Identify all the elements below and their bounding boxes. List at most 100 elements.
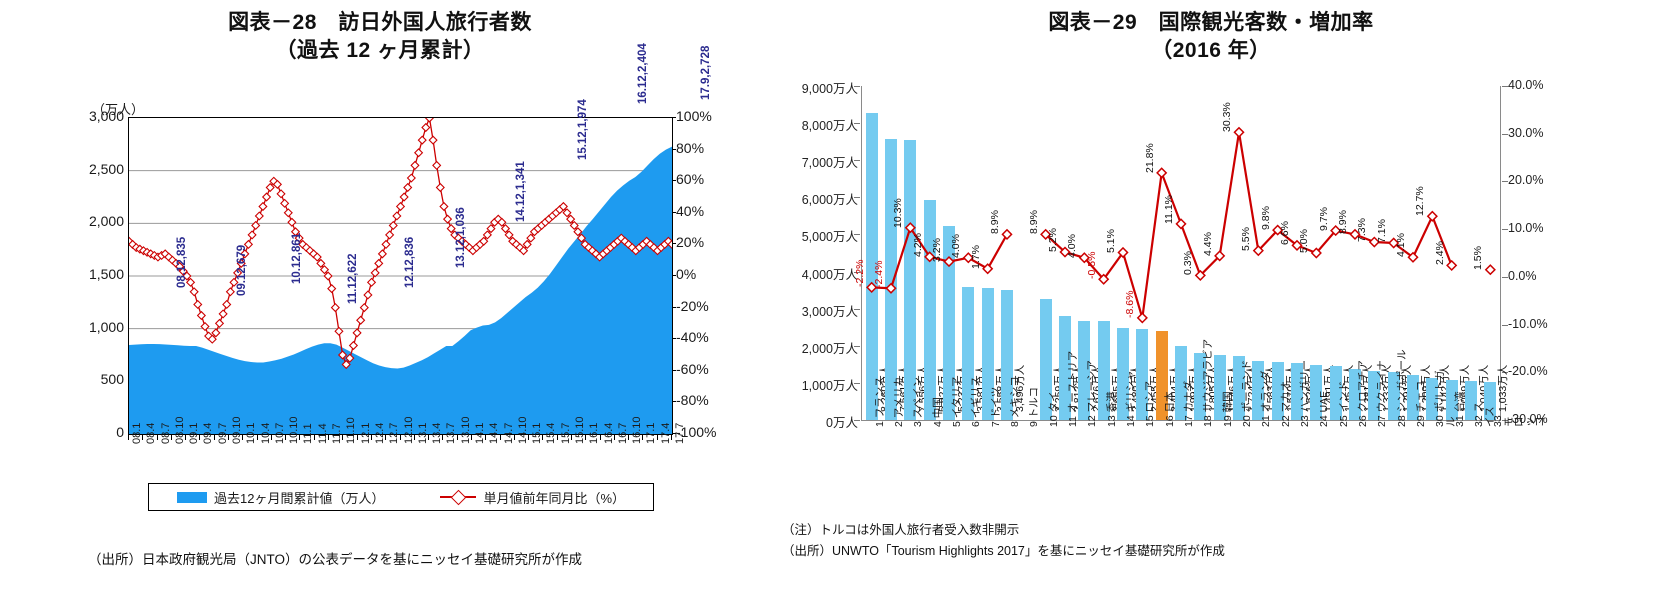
right-secondary-y-tick-label: 0.0% <box>1508 268 1537 283</box>
axis-tick <box>1502 276 1508 278</box>
left-legend: 過去12ヶ月間累計値（万人） 単月値前年同月比（%） <box>148 483 654 511</box>
axis-tick <box>528 434 530 440</box>
figure-29-title-line2: （2016 年） <box>1151 38 1271 62</box>
right-y-tick-label: 9,000万人 <box>801 82 858 96</box>
left-data-annotation: 10.12,861 <box>291 232 303 284</box>
bar <box>923 200 936 420</box>
percent-value-label: 3.2% <box>931 237 943 262</box>
percent-value-label: 5.2% <box>1047 228 1059 253</box>
axis-tick <box>854 234 860 236</box>
percent-value-label: 4.2% <box>911 232 924 257</box>
right-x-tick-label: 27 ウクライナ <box>1376 360 1389 427</box>
percent-value-label: 10.3% <box>892 197 905 228</box>
axis-tick <box>854 308 860 310</box>
bar <box>943 225 955 420</box>
right-secondary-y-tick-label: 20.0% <box>1508 173 1544 188</box>
right-y-tick-label: 1,000万人 <box>801 378 858 393</box>
left-y-tick-label: 0 <box>116 424 124 440</box>
right-line-overlay-svg <box>866 126 1496 324</box>
axis-tick <box>128 434 129 440</box>
left-x-tick-label: 09.7 <box>216 422 229 444</box>
left-data-annotation: 08.12,835 <box>176 236 188 288</box>
right-secondary-y-tick-label: 40.0% <box>1508 78 1544 92</box>
right-x-tick-label: 18 サウジアラビア <box>1202 338 1215 427</box>
left-x-tick-label: 15.1 <box>531 422 544 444</box>
axis-tick <box>642 434 644 440</box>
bar <box>1213 355 1226 420</box>
left-chart-svg <box>124 113 677 434</box>
axis-tick <box>299 434 301 440</box>
percent-value-label: -2.4% <box>873 260 885 289</box>
left-data-annotation: 17.9,2,728 <box>700 45 712 100</box>
right-note-1: （注）トルコは外国人旅行者受入数非開示 <box>782 523 1020 537</box>
axis-tick <box>854 382 860 384</box>
left-data-annotation: 16.12,2,404 <box>637 43 649 104</box>
axis-tick <box>185 434 187 440</box>
right-x-tick-label: 26 クロアチア <box>1357 360 1369 427</box>
left-x-tick-label: 14.1 <box>473 422 486 444</box>
percent-value-label: 1.7% <box>969 244 982 269</box>
bar <box>1387 372 1400 420</box>
percent-value-label: 5.0% <box>1298 229 1311 253</box>
bar <box>1059 315 1071 420</box>
percent-value-label: 4.1% <box>1395 233 1407 258</box>
percent-value-label: 2.4% <box>1433 241 1446 266</box>
axis-tick <box>370 434 372 440</box>
right-x-tick-label: 4 中国 <box>931 397 944 427</box>
percent-value-label: 9.8% <box>1259 206 1272 231</box>
left-x-tick-label: 15.7 <box>559 422 572 444</box>
axis-tick <box>1502 229 1508 231</box>
left-y-tick-label: 500 <box>100 371 124 388</box>
axis-tick <box>385 434 387 440</box>
figure-29-title-line1: 図表－29 国際観光客数・増加率 <box>1048 11 1374 34</box>
percent-value-label: 1.5% <box>1472 245 1485 270</box>
percent-value-label: 6.6% <box>1279 221 1291 246</box>
right-y-tick-label: 8,000万人 <box>801 119 858 134</box>
left-x-tick-label: 10.10 <box>288 416 301 444</box>
left-x-tick-label: 11.7 <box>331 423 344 444</box>
axis-tick <box>142 434 144 440</box>
right-x-tick-label: 9 トルコ <box>1028 386 1041 427</box>
right-x-tick-label: 31 台湾 <box>1453 391 1466 427</box>
right-x-tick-label: 19 韓国 <box>1221 391 1234 427</box>
left-secondary-y-tick-label: -40% <box>676 329 709 346</box>
axis-tick <box>285 434 287 440</box>
percent-value-label: 8.9% <box>989 210 1001 235</box>
bar <box>1310 364 1323 420</box>
percent-value-label: 21.8% <box>1143 143 1156 173</box>
axis-tick <box>854 271 860 273</box>
right-x-tick-label: 6 イギリス <box>970 376 983 427</box>
percent-value-label: 5.1% <box>1105 228 1117 253</box>
axis-tick <box>199 434 201 440</box>
right-x-tick-label: 16 日本 <box>1163 391 1176 427</box>
percent-value-label: 4.0% <box>950 233 963 258</box>
right-x-tick-label: 15 ロシア <box>1144 380 1157 427</box>
right-x-tick-label: 13 香港 <box>1105 391 1118 427</box>
percent-value-label: 8.9% <box>1337 210 1349 235</box>
figure-28-title-line1: 図表－28 訪日外国人旅行者数 <box>228 11 532 34</box>
axis-tick <box>342 434 344 440</box>
bar <box>1097 321 1110 420</box>
percent-value-label: 4.4% <box>1201 231 1214 256</box>
right-x-tick-label: 10 タイ <box>1047 391 1060 427</box>
percent-value-label: 7.3% <box>1356 218 1369 243</box>
percent-value-label: -2.2% <box>853 259 866 288</box>
bar <box>1252 361 1265 420</box>
right-x-tick-label: 23 ハンガリー <box>1299 359 1311 427</box>
right-x-tick-label: 20 ポーランド <box>1241 359 1253 427</box>
right-x-tick-label: 28 シンガポール <box>1395 349 1408 427</box>
percent-value-label: 7.1% <box>1375 219 1388 243</box>
bar <box>1291 363 1303 420</box>
axis-tick <box>170 434 172 440</box>
left-x-tick-label: 11.1 <box>302 423 315 444</box>
left-x-tick-label: 11.10 <box>345 417 358 444</box>
left-y-axis: 0 500 1,000 1,500 2,000 2,500 3,000 <box>62 108 124 440</box>
right-x-tick-label: 14 ギリシャ <box>1125 370 1137 427</box>
left-x-tick-label: 16.4 <box>602 422 615 444</box>
right-y-tick-label: 2,000万人 <box>801 341 858 356</box>
axis-tick <box>854 420 860 421</box>
axis-tick <box>242 434 244 440</box>
left-y-tick-label: 1,500 <box>88 266 124 282</box>
left-data-annotation: 12.12,836 <box>404 236 416 288</box>
axis-tick <box>556 434 558 440</box>
